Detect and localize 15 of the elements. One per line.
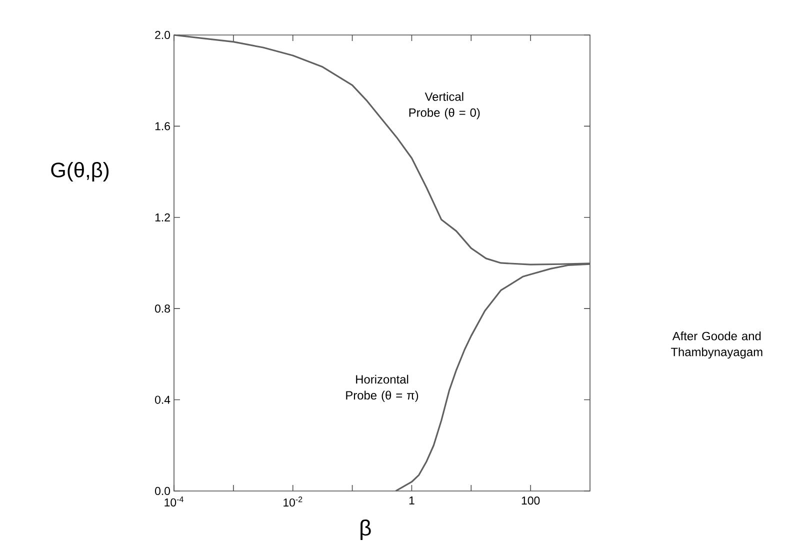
y-tick-label: 0.4 bbox=[155, 396, 170, 404]
x-tick-label: 10$^{-2}$ bbox=[284, 496, 302, 507]
text: Horizontal Probe (θ = π) bbox=[346, 374, 418, 402]
text: After Goode and Thambynayagam bbox=[670, 332, 762, 359]
y-tick-label: 1.2 bbox=[155, 213, 170, 222]
y-tick-label: 2.0 bbox=[155, 30, 170, 40]
series-label: Vertical Probe (θ = 0) bbox=[409, 92, 480, 120]
x-axis-title: β bbox=[360, 520, 371, 540]
y-tick-label: 1.6 bbox=[155, 122, 170, 130]
y-tick-label: 0.8 bbox=[155, 304, 170, 313]
x-tick-label: 100 bbox=[522, 496, 540, 505]
y-axis-title: G(θ,β) bbox=[51, 162, 109, 182]
x-tick-label: 1 bbox=[409, 496, 414, 504]
y-tick-label: 0.0 bbox=[155, 486, 170, 496]
x-tick-label: 10$^{-4}$ bbox=[164, 496, 184, 506]
